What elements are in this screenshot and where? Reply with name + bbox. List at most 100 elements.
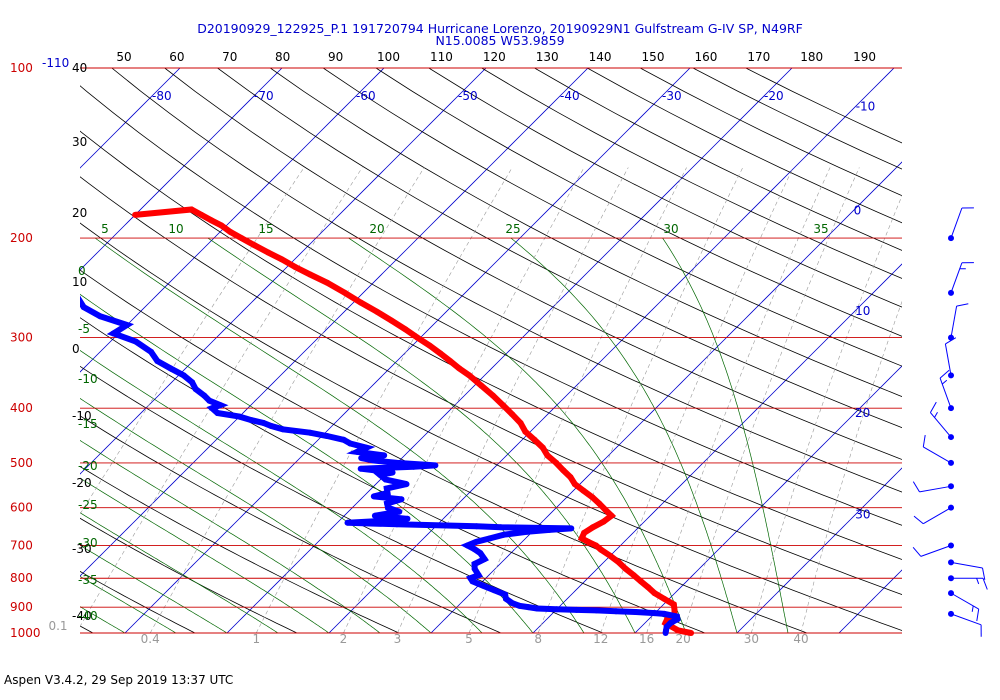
temperature-point [278, 256, 285, 263]
dewpoint-point [132, 338, 139, 345]
wind-barb-staff [923, 446, 952, 464]
wind-barb-staff [919, 485, 952, 493]
dewpoint-point [97, 313, 104, 320]
moist-adiabat-label: -35 [78, 573, 98, 587]
temperature-point [637, 578, 644, 585]
isotherm-line [838, 569, 902, 634]
moist-top-label: 35 [813, 222, 828, 236]
wind-barb-staff [920, 545, 952, 557]
temperature-point [544, 452, 551, 459]
isotherm-label: -30 [662, 89, 682, 103]
dewpoint-point [471, 565, 478, 572]
top-axis-label: 110 [430, 50, 453, 64]
dewpoint-point [432, 462, 439, 469]
isotherm-line [634, 365, 902, 634]
dry-adiabat-label: -10 [72, 409, 92, 423]
top-axis-label: 190 [853, 50, 876, 64]
temperature-point [553, 459, 560, 466]
moist-adiabat-label: -10 [78, 372, 98, 386]
moist-top-label: 25 [505, 222, 520, 236]
dewpoint-point [260, 420, 267, 426]
isotherm-label: 10 [855, 304, 870, 318]
dewpoint-point [201, 392, 208, 399]
temperature-point [132, 211, 139, 218]
dry-adiabat-label: 0 [72, 342, 80, 356]
isotherm-line [328, 68, 895, 634]
dewpoint-point [502, 591, 509, 598]
temperature-point [198, 211, 205, 218]
top-axis-label: 150 [642, 50, 665, 64]
dewpoint-point [509, 600, 515, 606]
dewpoint-point [371, 457, 377, 464]
temperature-point [602, 506, 609, 513]
temperature-point [615, 559, 622, 566]
mixing-ratio-line [468, 167, 687, 634]
dry-adiabat-line [80, 130, 902, 560]
isobar-lines [80, 67, 902, 634]
top-axis-label: 130 [536, 50, 559, 64]
temperature-point [581, 529, 588, 536]
dewpoint-point [464, 542, 471, 549]
dewpoint-point [267, 422, 274, 429]
dewpoint-point [651, 610, 658, 617]
temperature-point [522, 428, 529, 435]
temperature-point [437, 350, 444, 357]
temperature-point [661, 595, 668, 602]
dewpoint-point [393, 521, 400, 528]
moist-adiabat-line [80, 576, 177, 634]
dry-adiabat-line [587, 68, 902, 224]
dry-adiabat-line [164, 68, 902, 460]
moist-adiabat-line [80, 512, 279, 634]
dewpoint-point [403, 481, 410, 488]
moist-top-label: 5 [101, 222, 109, 236]
dewpoint-point [498, 524, 504, 531]
temperature-point [251, 242, 258, 249]
dewpoint-point [410, 463, 417, 470]
dewpoint-point [387, 517, 394, 524]
pressure-label: 100 [10, 61, 33, 75]
dewpoint-point [663, 623, 670, 630]
dry-adiabat-line [80, 365, 604, 634]
dewpoint-point [473, 523, 480, 530]
mixing-ratio-label: 5 [465, 632, 473, 646]
wind-barb-staff [939, 377, 952, 409]
dry-adiabat-line [80, 176, 902, 595]
dry-adiabat-line [80, 517, 298, 634]
isotherm-line [124, 68, 691, 634]
dewpoint-point [148, 348, 155, 355]
pressure-label: 300 [10, 331, 33, 345]
moist-adiabat-line [80, 349, 483, 634]
wind-barb-flag [912, 481, 920, 493]
temperature-point [324, 279, 331, 286]
dewpoint-point [546, 526, 553, 533]
dry-adiabat-line [692, 68, 902, 170]
dewpoint-profile [80, 295, 681, 636]
isotherm-label: 20 [855, 406, 870, 420]
dry-adiabat-line [80, 570, 196, 634]
dewpoint-point [524, 528, 531, 535]
isotherm-line [80, 68, 385, 373]
moist-adiabat-line [80, 544, 228, 634]
mixing-ratio-line [537, 167, 744, 634]
pressure-label: 800 [10, 571, 33, 585]
dewpoint-point [340, 436, 347, 443]
isotherm-line [80, 68, 487, 475]
temperature-point [593, 542, 599, 549]
top-axis-label: 120 [483, 50, 506, 64]
sounding-profiles [80, 206, 695, 636]
dewpoint-point [192, 386, 199, 392]
dewpoint-point [593, 607, 600, 614]
temperature-point [373, 308, 380, 315]
temperature-point [499, 402, 506, 409]
dewpoint-point [189, 379, 196, 386]
dewpoint-point [467, 575, 474, 582]
isotherm-line [226, 68, 793, 634]
dewpoint-point [473, 538, 480, 545]
dewpoint-point [384, 489, 391, 496]
wind-barb-staff [950, 262, 963, 294]
wind-barb-staff [950, 613, 982, 626]
dry-adiabat-label: -30 [72, 542, 92, 556]
temperature-point [426, 342, 433, 349]
temperature-point [560, 467, 567, 474]
